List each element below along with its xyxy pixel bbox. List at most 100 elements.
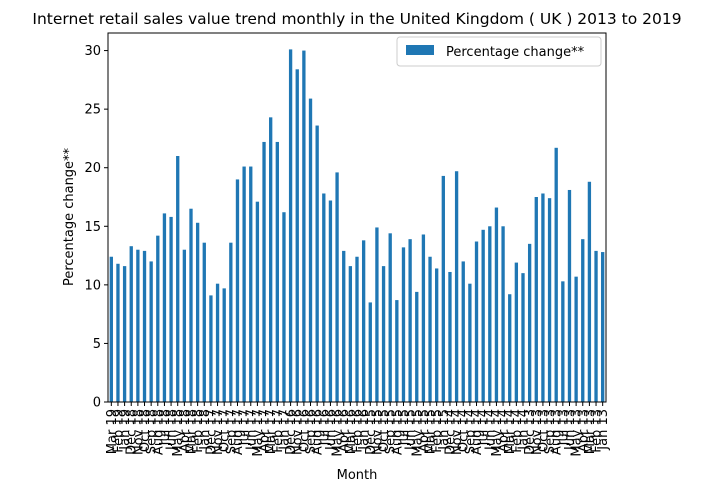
bar bbox=[249, 166, 253, 402]
bar bbox=[541, 193, 545, 402]
bar bbox=[355, 256, 359, 402]
x-tick-label: Mar 18 bbox=[185, 409, 200, 454]
x-tick-label: May 13 bbox=[570, 409, 585, 457]
bar bbox=[269, 117, 273, 402]
bar bbox=[116, 263, 120, 402]
x-tick-label: Mar 15 bbox=[424, 409, 439, 454]
bar bbox=[415, 291, 419, 402]
bar bbox=[162, 213, 167, 402]
x-tick-label: Sep 16 bbox=[304, 409, 319, 454]
y-tick-label: 10 bbox=[84, 278, 101, 293]
x-tick-label: Mar 14 bbox=[503, 409, 518, 454]
x-tick-label: Nov 14 bbox=[450, 409, 465, 455]
bar bbox=[521, 273, 525, 402]
bar bbox=[342, 250, 346, 402]
bar bbox=[275, 141, 279, 402]
legend: Percentage change** bbox=[396, 36, 602, 67]
x-tick-label: Dec 16 bbox=[284, 409, 299, 455]
x-tick-label: Feb 14 bbox=[510, 409, 525, 453]
x-tick-label: Jun 15 bbox=[404, 409, 419, 451]
bar bbox=[361, 240, 366, 402]
x-tick-label: Jan 15 bbox=[437, 409, 452, 451]
chart-title: Internet retail sales value trend monthl… bbox=[32, 10, 681, 28]
bar bbox=[229, 242, 233, 402]
x-tick-label: Aug 14 bbox=[470, 409, 485, 455]
bar bbox=[182, 249, 187, 402]
bar bbox=[308, 98, 313, 402]
x-tick-label: Dec 17 bbox=[204, 409, 219, 455]
bar bbox=[554, 147, 558, 402]
bar bbox=[454, 171, 459, 402]
bar bbox=[508, 294, 512, 402]
x-tick-label: Dec 15 bbox=[364, 409, 379, 455]
x-tick-label: Apr 16 bbox=[337, 409, 352, 452]
x-tick-label: Jan 14 bbox=[517, 409, 532, 451]
bar bbox=[136, 249, 140, 402]
bar bbox=[242, 166, 246, 402]
x-tick-label: Feb 13 bbox=[590, 409, 605, 453]
x-tick-label: Feb 19 bbox=[111, 409, 126, 453]
y-tick-label: 15 bbox=[84, 220, 101, 235]
bar bbox=[222, 288, 226, 402]
bar bbox=[209, 295, 213, 402]
bar bbox=[368, 302, 372, 402]
bar bbox=[235, 179, 240, 402]
x-tick-label: Oct 14 bbox=[457, 409, 472, 452]
x-tick-label: Apr 13 bbox=[576, 409, 591, 452]
x-tick-label: Nov 13 bbox=[530, 409, 545, 455]
bar bbox=[302, 50, 306, 402]
bar bbox=[567, 189, 572, 402]
bar bbox=[282, 212, 286, 402]
x-tick-label: Oct 16 bbox=[297, 409, 312, 452]
x-tick-label: Apr 15 bbox=[417, 409, 432, 452]
x-tick-label: May 18 bbox=[171, 409, 186, 457]
x-tick-label: Dec 13 bbox=[523, 409, 538, 455]
x-tick-label: Aug 13 bbox=[550, 409, 565, 455]
x-tick-label: Feb 16 bbox=[351, 409, 366, 453]
bar bbox=[388, 233, 392, 402]
bar bbox=[441, 175, 445, 402]
bar bbox=[448, 271, 452, 402]
x-tick-label: Apr 17 bbox=[258, 409, 273, 452]
x-tick-label: Aug 15 bbox=[390, 409, 405, 455]
bar bbox=[435, 268, 439, 402]
y-tick-label: 30 bbox=[84, 44, 101, 59]
x-tick-label: Jan 19 bbox=[118, 409, 133, 451]
x-tick-label: Mar 17 bbox=[264, 409, 279, 454]
bar bbox=[408, 239, 412, 402]
bar bbox=[428, 256, 432, 402]
x-tick-label: Jun 14 bbox=[483, 409, 498, 451]
bar bbox=[189, 208, 193, 402]
bar bbox=[401, 247, 406, 402]
bar bbox=[328, 200, 333, 402]
bar bbox=[335, 172, 339, 402]
x-tick-label: Sep 13 bbox=[543, 409, 558, 454]
y-tick-label: 20 bbox=[84, 161, 101, 176]
x-tick-label: Sep 14 bbox=[463, 409, 478, 454]
x-tick-label: Nov 17 bbox=[211, 409, 226, 455]
x-tick-label: Jun 13 bbox=[563, 409, 578, 451]
x-tick-label: Nov 15 bbox=[370, 409, 385, 455]
bar bbox=[474, 241, 479, 402]
bar bbox=[488, 226, 492, 402]
bar bbox=[547, 198, 552, 402]
x-tick-label: Jul 13 bbox=[556, 409, 571, 446]
x-tick-label: Nov 16 bbox=[291, 409, 306, 455]
bar bbox=[288, 49, 293, 403]
bar bbox=[295, 69, 299, 403]
x-tick-label: Jan 18 bbox=[198, 409, 213, 451]
x-tick-label: Oct 15 bbox=[377, 409, 392, 452]
x-tick-label: May 16 bbox=[331, 409, 346, 457]
bar bbox=[574, 276, 578, 402]
y-axis-title: Percentage change** bbox=[62, 147, 77, 286]
x-tick-label: Feb 18 bbox=[191, 409, 206, 453]
bar bbox=[514, 262, 519, 402]
bar bbox=[601, 252, 605, 402]
legend-frame bbox=[396, 36, 602, 67]
x-axis-title: Month bbox=[337, 468, 378, 483]
bar bbox=[322, 193, 326, 402]
x-tick-label: Mar 13 bbox=[583, 409, 598, 454]
bar bbox=[149, 261, 153, 402]
x-tick-label: Jul 16 bbox=[317, 409, 332, 446]
